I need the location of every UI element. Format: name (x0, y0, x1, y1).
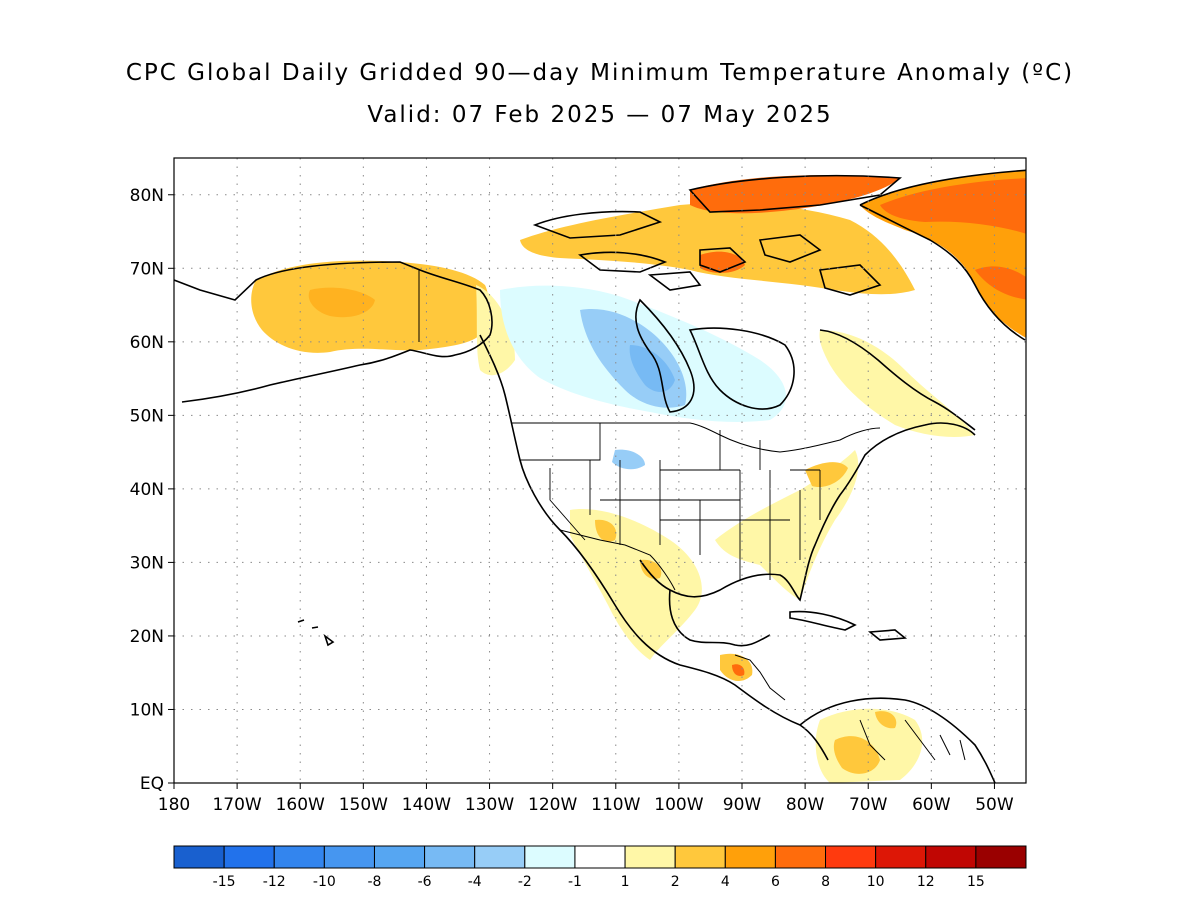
lon-tick-label: 180 (158, 795, 190, 815)
lon-tick-label: 70W (849, 795, 888, 815)
colorbar-label: -12 (263, 874, 286, 890)
colorbar-swatch (925, 845, 977, 869)
border-central-america (734, 654, 786, 701)
colorbar-label: 15 (967, 874, 985, 890)
lon-tick-label: 100W (654, 795, 703, 815)
lat-tick-label: EQ (140, 774, 164, 794)
coast-south-america (799, 697, 996, 783)
anomaly-hudson-colder (629, 345, 675, 392)
lon-tick-label: 150W (339, 795, 388, 815)
coast-alaska (174, 261, 493, 403)
border-south-america (859, 719, 966, 761)
coast-arctic-islands (532, 174, 903, 296)
colorbar-label: -1 (568, 874, 582, 890)
coast-mexico-east (668, 589, 771, 647)
colorbar-label: -6 (418, 874, 432, 890)
lat-tick-label: 60N (130, 333, 164, 353)
anomaly-eastern-us (715, 450, 859, 600)
lon-tick-label: 110W (591, 795, 640, 815)
colorbar-swatch (223, 845, 275, 869)
lon-tick-label: 80W (786, 795, 825, 815)
lon-tick-label: 60W (912, 795, 951, 815)
colorbar-swatch (774, 845, 827, 869)
colorbar-swatch (474, 845, 526, 869)
lat-tick-label: 40N (130, 480, 164, 500)
lon-tick-label: 90W (723, 795, 762, 815)
anomaly-central-america-hot (732, 664, 745, 676)
coast-cuba (789, 610, 857, 631)
colorbar-label: 4 (721, 874, 730, 890)
colorbar-swatch (323, 845, 375, 869)
lon-tick-label: 170W (212, 795, 261, 815)
colorbar-label: -8 (367, 874, 381, 890)
border-us-mexico (559, 529, 676, 591)
anomaly-fills (251, 170, 1026, 783)
colorbar-label: -10 (313, 874, 336, 890)
colorbar-swatch (273, 845, 325, 869)
colorbar-label: 12 (917, 874, 935, 890)
colorbar-label: -4 (468, 874, 482, 890)
anomaly-northern-plains (612, 449, 645, 470)
borders (418, 270, 966, 761)
anomaly-labrador (819, 330, 975, 437)
lat-tick-label: 70N (130, 259, 164, 279)
coast-gulf (639, 422, 976, 602)
colorbar (173, 845, 1027, 869)
colorbar-swatch (173, 845, 225, 869)
colorbar-label: 1 (621, 874, 630, 890)
latitude-axis: 80N 70N 60N 50N 40N 30N 20N 10N EQ (130, 186, 174, 794)
anomaly-eastern-us-warm (805, 462, 848, 488)
colorbar-swatch (975, 845, 1027, 869)
colorbar-swatch (724, 845, 776, 869)
anomaly-southwest (570, 509, 702, 660)
colorbar-label: 2 (671, 874, 680, 890)
map-subtitle: Valid: 07 Feb 2025 — 07 May 2025 (367, 102, 833, 128)
coast-greenland (859, 169, 1026, 341)
map-title: CPC Global Daily Gridded 90—day Minimum … (125, 60, 1075, 86)
lon-tick-label: 160W (276, 795, 325, 815)
colorbar-swatch (674, 845, 726, 869)
map-plot-area (174, 158, 1026, 783)
longitude-axis: 180 170W 160W 150W 140W 130W 120W 110W 100W 90W 80… (158, 783, 1014, 815)
lat-tick-label: 80N (130, 186, 164, 206)
lon-tick-label: 50W (975, 795, 1014, 815)
colorbar-label: 10 (867, 874, 885, 890)
lat-tick-label: 10N (130, 700, 164, 720)
lon-tick-label: 130W (465, 795, 514, 815)
colorbar-swatch (875, 845, 927, 869)
anomaly-alaska-core (308, 287, 375, 318)
lat-tick-label: 50N (130, 406, 164, 426)
colorbar-swatch (524, 845, 576, 869)
colorbar-swatch (373, 845, 426, 869)
anomaly-south-america-warm (833, 711, 897, 774)
border-us-canada (512, 422, 881, 453)
us-states (520, 423, 821, 580)
colorbar-label: 6 (771, 874, 780, 890)
coast-hudson-bay (635, 298, 795, 413)
colorbar-swatch (624, 845, 676, 869)
gridlines (174, 158, 1026, 783)
lat-tick-label: 30N (130, 553, 164, 573)
colorbar-label: 8 (821, 874, 830, 890)
lat-tick-label: 20N (130, 627, 164, 647)
coast-hawaii (297, 619, 335, 647)
coastlines (174, 169, 1026, 783)
colorbar-label: -2 (518, 874, 532, 890)
colorbar-swatch (825, 845, 877, 869)
lon-tick-label: 120W (528, 795, 577, 815)
colorbar-swatch (424, 845, 476, 869)
anomaly-arctic-hot (690, 175, 900, 273)
coast-labrador (819, 329, 976, 431)
colorbar-swatch (574, 845, 626, 869)
anomaly-greenland-hot (880, 178, 1026, 300)
map-frame (173, 157, 1027, 784)
anomaly-alaska-fringe (476, 285, 515, 376)
colorbar-labels: -15 -12 -10 -8 -6 -4 -2 -1 1 2 4 6 8 10 12 15 (213, 874, 985, 890)
lon-tick-label: 140W (402, 795, 451, 815)
coast-hispaniola (867, 629, 908, 641)
colorbar-label: -15 (213, 874, 236, 890)
anomaly-southwest-warm (595, 519, 662, 579)
